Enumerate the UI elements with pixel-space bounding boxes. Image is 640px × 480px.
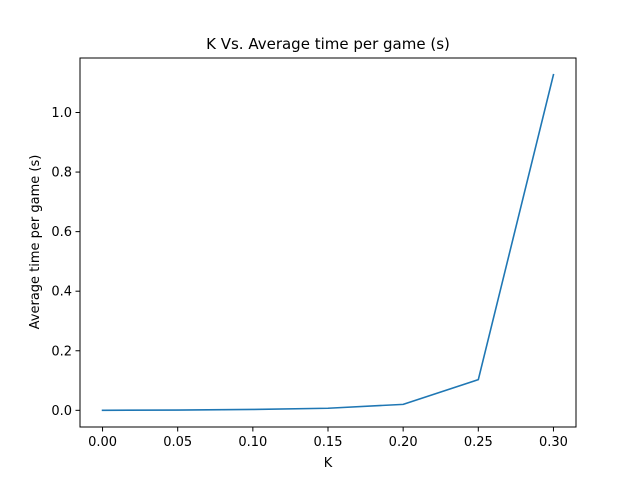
y-tick-label: 0.8 xyxy=(51,166,72,181)
x-tick-label: 0.30 xyxy=(539,435,568,450)
chart-title: K Vs. Average time per game (s) xyxy=(206,35,450,53)
x-tick-label: 0.25 xyxy=(464,435,493,450)
y-tick-label: 0.4 xyxy=(51,285,72,300)
x-tick-label: 0.15 xyxy=(314,435,343,450)
x-axis-label: K xyxy=(324,456,333,471)
y-tick-label: 0.2 xyxy=(51,344,72,359)
y-tick-label: 0.6 xyxy=(51,225,72,240)
x-tick-label: 0.05 xyxy=(163,435,192,450)
y-tick-label: 1.0 xyxy=(51,106,72,121)
x-axis-ticks: 0.00 0.05 0.10 0.15 0.20 0.25 0.30 xyxy=(88,427,568,450)
plot-area: 0.00 0.05 0.10 0.15 0.20 0.25 0.30 0.00.20.40.… xyxy=(51,57,577,450)
x-tick-label: 0.00 xyxy=(88,435,117,450)
y-axis-ticks: 0.0 0.2 0.4 0.6 0.8 1.0 xyxy=(51,106,80,419)
y-axis-label: Average time per game (s) xyxy=(28,155,43,330)
x-tick-label: 0.20 xyxy=(389,435,418,450)
series-group xyxy=(101,73,555,412)
x-tick-label: 0.10 xyxy=(238,435,267,450)
series-line xyxy=(101,73,555,412)
y-tick-label: 0.0 xyxy=(51,404,72,419)
